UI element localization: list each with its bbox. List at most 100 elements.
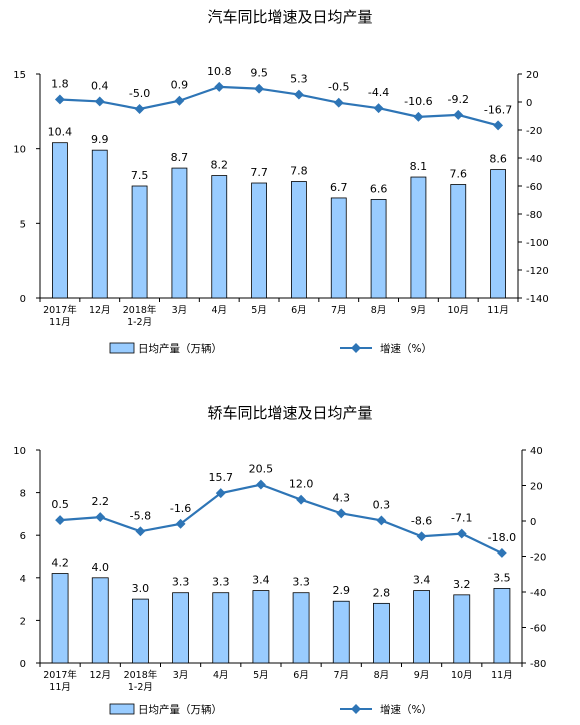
bar (332, 600, 350, 664)
right-tick-label: -80 (526, 210, 542, 221)
bar-value-label: 8.1 (410, 160, 428, 173)
line-value-label: -0.5 (328, 81, 349, 94)
line-point (95, 512, 106, 523)
line-value-label: 0.5 (51, 498, 69, 511)
x-tick-label: 8月 (371, 305, 387, 316)
x-tick-label: 12月 (89, 670, 111, 681)
right-tick-label: 20 (530, 482, 543, 493)
legend-line-label: 增速（%） (380, 703, 432, 716)
line-point (215, 488, 226, 499)
line-value-label: 5.3 (290, 73, 308, 86)
bar-value-label: 3.3 (172, 576, 190, 589)
line-value-label: 1.8 (51, 77, 69, 90)
line-point (254, 83, 265, 94)
x-tick-label: 2017年 11月 (43, 669, 77, 693)
x-tick-label: 2018年 1-2月 (124, 669, 158, 693)
line-value-label: -8.6 (411, 514, 432, 527)
x-tick-label: 4月 (213, 670, 229, 681)
right-tick-label: 40 (530, 446, 543, 457)
bar (252, 590, 270, 664)
line-value-label: 0.4 (91, 79, 109, 92)
right-tick-label: -140 (526, 294, 549, 305)
left-tick-label: 5 (20, 219, 26, 230)
bar-value-label: 7.7 (250, 166, 268, 179)
bar (493, 588, 511, 664)
legend-bar-swatch (109, 703, 135, 715)
bar-value-label: 2.8 (373, 586, 391, 599)
x-tick-label: 6月 (291, 305, 307, 316)
bar (52, 142, 68, 299)
bar-value-label: 8.7 (171, 151, 189, 164)
left-tick-label: 8 (20, 489, 26, 500)
left-tick-label: 6 (20, 531, 26, 542)
line-value-label: -1.6 (170, 502, 191, 515)
legend-line-marker (351, 704, 361, 714)
line-point (333, 97, 344, 108)
right-tick-label: -80 (530, 659, 546, 670)
bar (330, 197, 347, 299)
bar (450, 184, 467, 299)
line-value-label: -5.8 (130, 509, 151, 522)
bar (490, 169, 506, 299)
bar (370, 199, 387, 299)
bar-value-label: 3.3 (292, 576, 310, 589)
right-tick-label: 20 (526, 70, 539, 81)
line-point (255, 479, 266, 490)
right-tick-label: 0 (526, 98, 532, 109)
bar-value-label: 3.0 (132, 582, 150, 595)
right-tick-label: -40 (530, 588, 546, 599)
legend-bar-label: 日均产量（万辆） (138, 342, 222, 355)
right-tick-label: -120 (526, 266, 549, 277)
line-value-label: -18.0 (488, 531, 516, 544)
line-point (453, 109, 464, 120)
bar (453, 594, 471, 664)
x-tick-label: 7月 (331, 305, 347, 316)
x-tick-label: 7月 (333, 670, 349, 681)
line-point (135, 526, 146, 537)
bar-value-label: 4.0 (92, 561, 110, 574)
line-value-label: -16.7 (484, 103, 512, 116)
bar-value-label: 3.5 (493, 571, 511, 584)
line-point (376, 515, 387, 526)
line-value-label: 15.7 (209, 471, 234, 484)
x-tick-label: 9月 (411, 305, 427, 316)
x-tick-label: 11月 (491, 670, 513, 681)
line-value-label: 0.3 (373, 498, 391, 511)
growth-line (60, 483, 503, 554)
line-point (373, 103, 384, 114)
right-tick-label: -40 (526, 154, 542, 165)
x-tick-label: 4月 (211, 305, 227, 316)
bar (131, 185, 148, 299)
x-tick-label: 2017年 11月 (43, 304, 77, 328)
bar-value-label: 7.8 (290, 165, 308, 178)
bar (132, 598, 149, 664)
line-value-label: 12.0 (289, 478, 314, 491)
line-value-label: -9.2 (448, 93, 469, 106)
bar-value-label: 2.9 (333, 584, 351, 597)
bar (172, 592, 189, 664)
bar-value-label: 6.7 (330, 181, 348, 194)
x-tick-label: 3月 (173, 670, 189, 681)
bar (413, 590, 430, 664)
bar-value-label: 9.9 (91, 133, 109, 146)
bar-value-label: 3.4 (413, 574, 431, 587)
chart-title: 轿车同比增速及日均产量 (207, 404, 372, 422)
left-tick-label: 0 (20, 294, 26, 305)
bar (291, 181, 307, 299)
line-value-label: 9.5 (250, 67, 268, 80)
line-point (134, 104, 145, 114)
bar (91, 149, 108, 299)
line-value-label: -4.4 (368, 86, 389, 99)
x-tick-label: 8月 (374, 670, 390, 681)
bar-value-label: 7.6 (450, 168, 468, 181)
line-value-label: 10.8 (207, 65, 232, 78)
growth-line (59, 85, 499, 127)
line-value-label: 4.3 (333, 491, 351, 504)
left-tick-label: 4 (20, 574, 26, 585)
right-tick-label: -100 (526, 238, 549, 249)
bar (171, 167, 188, 299)
line-point (55, 515, 66, 526)
right-tick-label: -20 (530, 553, 546, 564)
line-value-label: -10.6 (404, 95, 432, 108)
line-value-label: 2.2 (92, 495, 110, 508)
